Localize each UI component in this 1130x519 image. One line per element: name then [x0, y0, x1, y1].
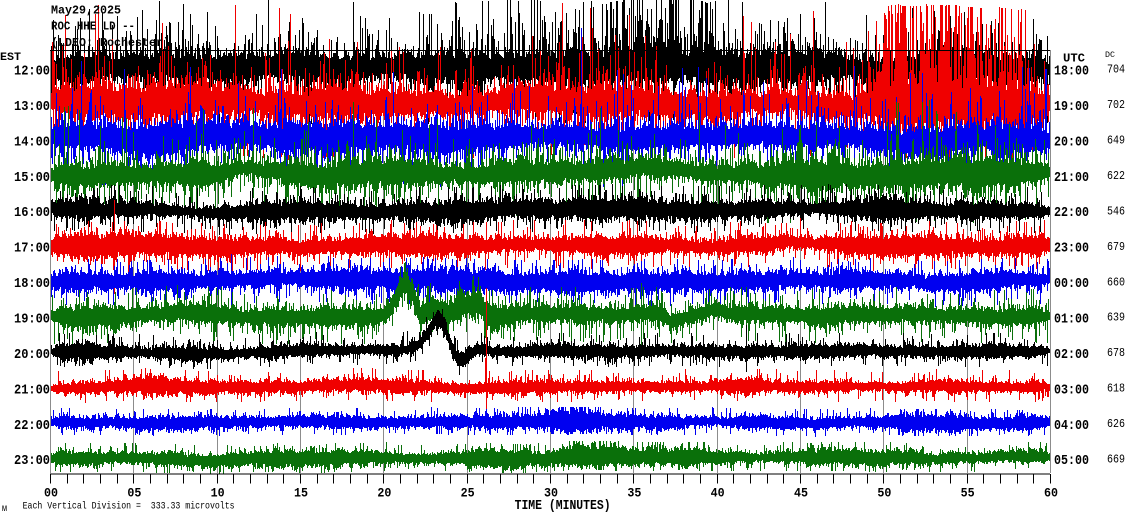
svg-text:23:00: 23:00	[1054, 242, 1089, 257]
svg-text:660: 660	[1107, 275, 1125, 289]
svg-text:679: 679	[1107, 240, 1125, 254]
svg-text:19:00: 19:00	[14, 313, 50, 328]
svg-text:00:00: 00:00	[1054, 277, 1089, 292]
svg-text:05: 05	[127, 486, 141, 501]
svg-text:40: 40	[711, 486, 725, 501]
svg-text:649: 649	[1107, 134, 1125, 148]
svg-text:(LDEO: Rochester): (LDEO: Rochester)	[51, 37, 170, 50]
svg-text:702: 702	[1107, 98, 1125, 112]
svg-text:18:00: 18:00	[1054, 65, 1089, 80]
svg-text:16:00: 16:00	[14, 206, 50, 221]
svg-text:50: 50	[877, 486, 891, 501]
svg-text:ROC HHE LD --: ROC HHE LD --	[51, 21, 135, 34]
svg-text:12:00: 12:00	[14, 65, 50, 80]
svg-text:22:00: 22:00	[14, 419, 50, 434]
svg-text:04:00: 04:00	[1054, 419, 1089, 434]
svg-text:25: 25	[461, 486, 475, 501]
svg-text:21:00: 21:00	[14, 383, 50, 398]
svg-text:14:00: 14:00	[14, 135, 50, 150]
svg-text:00: 00	[44, 486, 58, 501]
svg-text:639: 639	[1107, 311, 1125, 325]
svg-text:622: 622	[1107, 169, 1125, 183]
svg-text:626: 626	[1107, 417, 1125, 431]
svg-text:17:00: 17:00	[14, 242, 50, 257]
svg-text:18:00: 18:00	[14, 277, 50, 292]
svg-text:23:00: 23:00	[14, 454, 50, 469]
svg-text:546: 546	[1107, 204, 1125, 218]
svg-text:02:00: 02:00	[1054, 348, 1089, 363]
svg-text:May29,2025: May29,2025	[51, 5, 121, 18]
svg-text:DC: DC	[1105, 51, 1115, 60]
svg-text:20:00: 20:00	[14, 348, 50, 363]
svg-text:45: 45	[794, 486, 808, 501]
svg-text:704: 704	[1107, 63, 1125, 77]
svg-text:03:00: 03:00	[1054, 383, 1089, 398]
svg-text:618: 618	[1107, 382, 1125, 396]
svg-text:15:00: 15:00	[14, 171, 50, 186]
svg-text:20:00: 20:00	[1054, 135, 1089, 150]
svg-text:35: 35	[627, 486, 641, 501]
svg-text:60: 60	[1044, 486, 1058, 501]
svg-text:30: 30	[544, 486, 558, 501]
svg-text:22:00: 22:00	[1054, 206, 1089, 221]
svg-text:TIME (MINUTES): TIME (MINUTES)	[515, 499, 611, 514]
svg-text:55: 55	[961, 486, 975, 501]
svg-text:678: 678	[1107, 346, 1125, 360]
svg-text:15: 15	[294, 486, 308, 501]
svg-text:10: 10	[211, 486, 225, 501]
svg-text:19:00: 19:00	[1054, 100, 1089, 115]
svg-text:669: 669	[1107, 452, 1125, 466]
svg-text:13:00: 13:00	[14, 100, 50, 115]
svg-text:05:00: 05:00	[1054, 454, 1089, 469]
svg-text:21:00: 21:00	[1054, 171, 1089, 186]
svg-text:20: 20	[377, 486, 391, 501]
svg-text:01:00: 01:00	[1054, 313, 1089, 328]
svg-text:EST: EST	[0, 52, 21, 64]
svg-text:Each Vertical Division = 333.: Each Vertical Division = 333.33 microvol…	[23, 501, 235, 513]
svg-text:м: м	[2, 504, 7, 515]
svg-text:UTC: UTC	[1063, 52, 1085, 66]
